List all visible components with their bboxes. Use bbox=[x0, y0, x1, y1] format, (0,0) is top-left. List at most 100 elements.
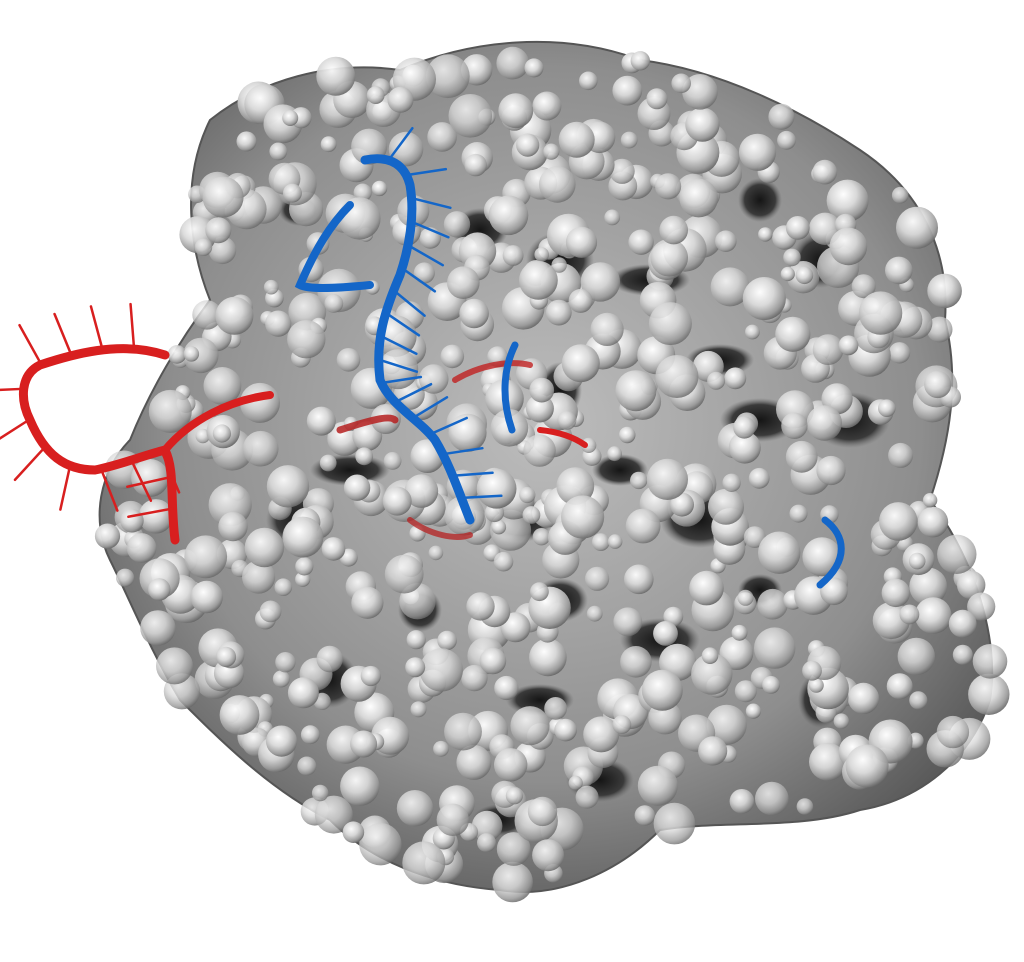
surface-globule bbox=[936, 715, 970, 749]
surface-globule bbox=[516, 133, 540, 157]
surface-globule bbox=[126, 533, 157, 563]
surface-globule bbox=[492, 861, 533, 903]
surface-globule bbox=[287, 320, 326, 359]
surface-globule bbox=[436, 803, 469, 836]
surface-globule bbox=[244, 527, 285, 568]
surface-globule bbox=[775, 316, 811, 352]
surface-globule bbox=[896, 206, 938, 249]
surface-globule bbox=[737, 589, 754, 606]
surface-globule bbox=[444, 712, 482, 751]
surface-globule bbox=[297, 756, 317, 776]
surface-globule bbox=[780, 266, 795, 282]
surface-globule bbox=[650, 238, 688, 277]
nucleotide-base bbox=[130, 458, 153, 502]
surface-globule bbox=[624, 564, 654, 595]
surface-globule bbox=[590, 312, 624, 346]
surface-globule bbox=[580, 262, 621, 302]
surface-globule bbox=[698, 736, 728, 766]
surface-globule bbox=[646, 88, 668, 110]
surface-globule bbox=[575, 785, 599, 809]
surface-globule bbox=[529, 377, 555, 403]
surface-globule bbox=[789, 504, 808, 523]
surface-globule bbox=[218, 511, 248, 542]
surface-globule bbox=[459, 298, 489, 329]
nucleotide-base bbox=[441, 446, 484, 456]
surface-globule bbox=[351, 586, 384, 619]
surface-globule bbox=[425, 54, 470, 99]
nucleotide-base bbox=[89, 305, 104, 352]
surface-globule bbox=[845, 744, 889, 788]
surface-globule bbox=[148, 389, 192, 433]
surface-globule bbox=[491, 519, 507, 535]
surface-globule bbox=[659, 215, 688, 245]
surface-globule bbox=[707, 371, 726, 390]
surface-globule bbox=[405, 657, 426, 678]
nucleotide-base bbox=[18, 323, 43, 366]
surface-globule bbox=[272, 670, 290, 688]
surface-globule bbox=[724, 367, 747, 390]
surface-globule bbox=[710, 267, 750, 307]
surface-globule bbox=[316, 56, 356, 96]
surface-globule bbox=[568, 775, 583, 791]
surface-globule bbox=[167, 345, 187, 364]
nucleotide-base bbox=[410, 196, 452, 210]
surface-globule bbox=[826, 179, 869, 222]
surface-globule bbox=[701, 647, 719, 664]
surface-globule bbox=[833, 713, 849, 729]
surface-globule bbox=[366, 86, 385, 104]
surface-globule bbox=[733, 416, 756, 439]
surface-globule bbox=[914, 597, 952, 634]
surface-globule bbox=[371, 180, 388, 197]
surface-globule bbox=[886, 673, 913, 700]
surface-globule bbox=[937, 534, 977, 574]
surface-globule bbox=[613, 607, 643, 637]
surface-globule bbox=[496, 46, 529, 80]
surface-globule bbox=[494, 675, 519, 701]
surface-globule bbox=[263, 279, 279, 295]
surface-globule bbox=[544, 697, 567, 720]
surface-globule bbox=[748, 467, 770, 489]
surface-globule bbox=[324, 294, 344, 313]
surface-globule bbox=[527, 796, 558, 827]
surface-globule bbox=[847, 682, 880, 715]
nucleotide-base bbox=[400, 266, 437, 293]
surface-globule bbox=[443, 211, 471, 238]
surface-globule bbox=[615, 370, 657, 412]
surface-globule bbox=[539, 166, 576, 203]
surface-globule bbox=[948, 609, 977, 638]
surface-globule bbox=[510, 706, 550, 746]
surface-globule bbox=[505, 787, 523, 805]
surface-globule bbox=[785, 216, 810, 240]
surface-globule bbox=[728, 431, 761, 464]
surface-globule bbox=[519, 486, 536, 504]
surface-globule bbox=[440, 344, 465, 369]
surface-globule bbox=[404, 474, 439, 508]
surface-globule bbox=[809, 742, 847, 781]
surface-globule bbox=[957, 570, 986, 600]
surface-globule bbox=[384, 554, 424, 594]
surface-globule bbox=[858, 291, 903, 335]
surface-globule bbox=[477, 833, 496, 853]
surface-globule bbox=[607, 534, 623, 549]
surface-globule bbox=[523, 434, 556, 467]
surface-globule bbox=[383, 452, 402, 470]
surface-globule bbox=[183, 346, 200, 362]
surface-globule bbox=[265, 310, 292, 337]
surface-globule bbox=[205, 217, 232, 244]
surface-globule bbox=[194, 238, 213, 256]
surface-globule bbox=[655, 355, 699, 398]
surface-globule bbox=[242, 430, 279, 467]
nucleotide-base bbox=[160, 449, 181, 494]
surface-globule bbox=[500, 612, 531, 643]
surface-globule bbox=[360, 665, 381, 687]
nucleotide-base bbox=[384, 311, 421, 337]
surface-globule bbox=[532, 528, 551, 546]
surface-globule bbox=[320, 136, 337, 153]
surface-globule bbox=[529, 638, 567, 677]
surface-globule bbox=[909, 567, 948, 606]
surface-globule bbox=[795, 266, 814, 285]
surface-globule bbox=[888, 442, 914, 468]
surface-globule bbox=[757, 588, 788, 620]
nucleotide-base bbox=[127, 507, 174, 519]
surface-globule bbox=[708, 488, 744, 525]
